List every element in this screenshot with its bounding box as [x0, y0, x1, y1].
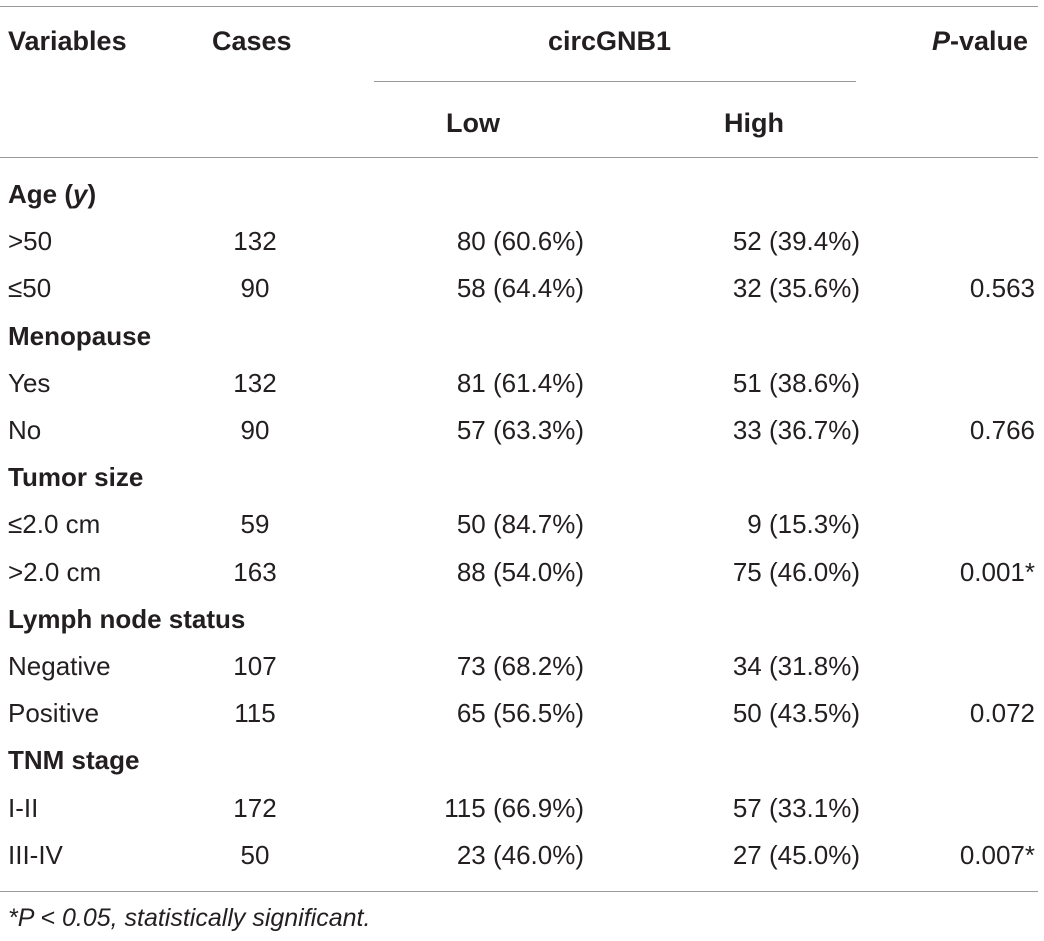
- group-subheader-rule: [374, 81, 856, 82]
- group-row: Age (y): [0, 181, 1038, 228]
- group-row: Lymph node status: [0, 606, 1038, 653]
- cell-low: 115 (66.9%): [444, 792, 584, 823]
- cell-high: 75 (46.0%): [732, 556, 860, 587]
- header-high: High: [724, 108, 784, 138]
- cell-high: 51 (38.6%): [732, 367, 860, 398]
- table-row: Positive 115 65 (56.5%) 50 (43.5%) 0.072: [0, 700, 1038, 747]
- table-row: Negative 107 73 (68.2%) 34 (31.8%): [0, 653, 1038, 700]
- cell-low: 88 (54.0%): [456, 556, 584, 587]
- cell-p-value: 0.072: [969, 698, 1035, 729]
- table-bottom-rule: [0, 891, 1038, 892]
- table-row: >2.0 cm 163 88 (54.0%) 75 (46.0%) 0.001*: [0, 559, 1038, 606]
- cell-cases: 90: [240, 273, 270, 304]
- cell-low: 80 (60.6%): [456, 226, 584, 257]
- row-label: ≤2.0 cm: [8, 509, 101, 540]
- cell-low: 58 (64.4%): [456, 273, 584, 304]
- row-label: I-II: [8, 792, 39, 823]
- group-label: Lymph node status: [8, 603, 246, 634]
- group-label-main: Age (: [8, 179, 73, 209]
- row-label: No: [8, 415, 42, 445]
- row-label: >2.0 cm: [8, 556, 102, 587]
- cell-low: 23 (46.0%): [456, 839, 584, 870]
- group-label: TNM stage: [8, 745, 140, 776]
- table-footnote: *P < 0.05, statistically significant.: [8, 904, 371, 932]
- group-label-end: ): [87, 179, 97, 209]
- table-row: Yes 132 81 (61.4%) 51 (38.6%): [0, 370, 1038, 417]
- cell-high: 52 (39.4%): [732, 226, 860, 257]
- cell-high: 57 (33.1%): [732, 792, 860, 823]
- cell-high: 32 (35.6%): [732, 273, 860, 304]
- cell-cases: 132: [233, 367, 277, 398]
- header-variables: Variables: [8, 26, 127, 56]
- row-label: >50: [8, 226, 53, 257]
- cell-p-value: 0.007*: [959, 839, 1035, 870]
- cell-cases: 90: [240, 415, 270, 445]
- cell-high: 50 (43.5%): [732, 698, 860, 729]
- cell-high: 34 (31.8%): [732, 651, 860, 681]
- cell-cases: 50: [240, 839, 270, 870]
- header-low: Low: [446, 108, 500, 138]
- table-row: No 90 57 (63.3%) 33 (36.7%) 0.766: [0, 417, 1038, 464]
- cell-high: 27 (45.0%): [732, 839, 860, 870]
- cell-cases: 107: [233, 651, 277, 681]
- group-row: Menopause: [0, 323, 1038, 370]
- header-cases: Cases: [212, 26, 292, 56]
- cell-cases: 132: [233, 226, 277, 257]
- header-p-value: P-value: [932, 28, 1028, 55]
- row-label: Negative: [8, 651, 111, 681]
- group-label-italic: y: [73, 179, 88, 209]
- group-label: Menopause: [8, 320, 152, 351]
- cell-high: 9 (15.3%): [747, 509, 860, 540]
- header-p-suffix: -value: [950, 26, 1029, 56]
- row-label: III-IV: [8, 839, 63, 870]
- table-row: ≤50 90 58 (64.4%) 32 (35.6%) 0.563: [0, 275, 1038, 322]
- cell-p-value: 0.001*: [959, 556, 1035, 587]
- table-row: I-II 172 115 (66.9%) 57 (33.1%): [0, 795, 1038, 842]
- cell-low: 50 (84.7%): [456, 509, 584, 540]
- group-row: TNM stage: [0, 747, 1038, 794]
- row-label: Yes: [8, 367, 51, 398]
- table-top-rule: [0, 6, 1038, 7]
- cell-cases: 59: [240, 509, 270, 540]
- table-row: III-IV 50 23 (46.0%) 27 (45.0%) 0.007*: [0, 842, 1038, 889]
- cell-p-value: 0.766: [969, 415, 1035, 445]
- table-header-rule: [0, 157, 1038, 158]
- cell-p-value: 0.563: [969, 273, 1035, 304]
- group-label: Tumor size: [8, 462, 144, 493]
- cell-low: 81 (61.4%): [456, 367, 584, 398]
- group-row: Tumor size: [0, 464, 1038, 511]
- header-circgnb1: circGNB1: [548, 26, 672, 56]
- row-label: ≤50: [8, 273, 52, 304]
- cell-cases: 172: [233, 792, 277, 823]
- cell-low: 57 (63.3%): [456, 415, 584, 445]
- cell-high: 33 (36.7%): [732, 415, 860, 445]
- table-row: ≤2.0 cm 59 50 (84.7%) 9 (15.3%): [0, 511, 1038, 558]
- cell-low: 73 (68.2%): [456, 651, 584, 681]
- cell-cases: 115: [234, 698, 276, 729]
- table-row: >50 132 80 (60.6%) 52 (39.4%): [0, 228, 1038, 275]
- cell-low: 65 (56.5%): [456, 698, 584, 729]
- header-p-letter: P: [932, 26, 951, 56]
- row-label: Positive: [8, 698, 100, 729]
- cell-cases: 163: [233, 556, 277, 587]
- group-label: Age (y): [8, 181, 96, 207]
